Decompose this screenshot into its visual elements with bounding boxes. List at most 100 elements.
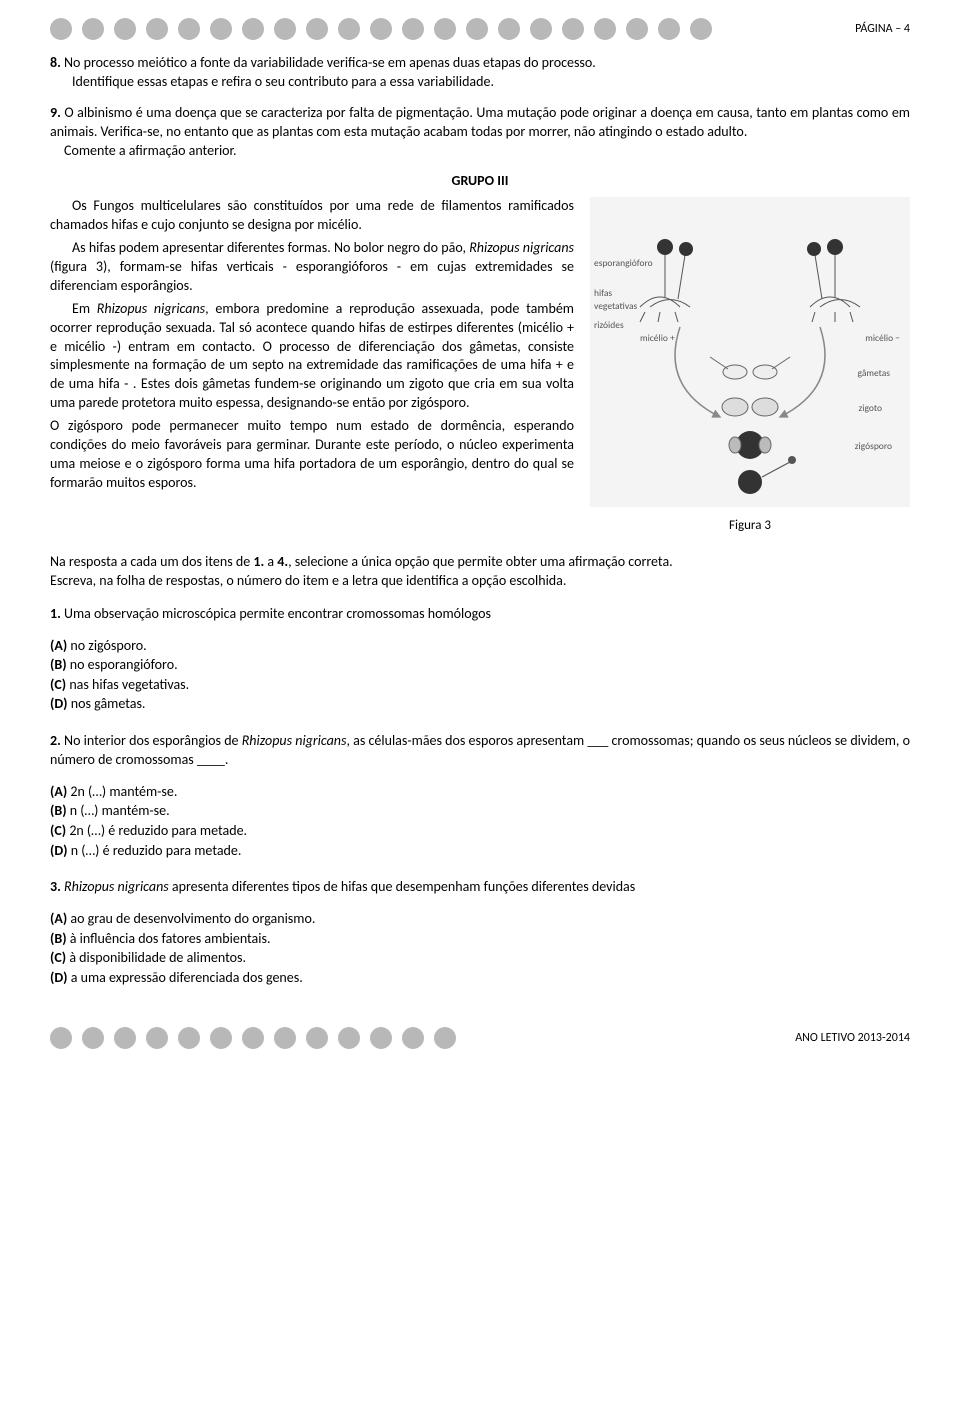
q9-text: O albinismo é uma doença que se caracter… (50, 104, 910, 140)
decorative-dot (306, 18, 328, 40)
header-row: PÁGINA – 4 (50, 18, 910, 40)
mcq-2-opt-a: (A) 2n (…) mantém-se. (50, 782, 910, 802)
decorative-dot (242, 18, 264, 40)
decorative-dot (434, 1027, 456, 1049)
fig-lbl-zigoto: zigoto (859, 402, 882, 415)
g3-p2: As hifas podem apresentar diferentes for… (50, 239, 574, 296)
figure-3-svg (590, 197, 910, 507)
mcq-2-opt-b: (B) n (…) mantém-se. (50, 801, 910, 821)
decorative-dot (658, 18, 680, 40)
figure-3: esporangióforo hifas vegetativas rizóide… (590, 197, 910, 507)
decorative-dot (274, 18, 296, 40)
decorative-dot (178, 18, 200, 40)
mcq-2-opt-a-text: 2n (…) mantém-se. (70, 783, 177, 800)
decorative-dot (114, 18, 136, 40)
footer-dots (50, 1027, 456, 1049)
mcq-1-options: (A) no zigósporo. (B) no esporangióforo.… (50, 636, 910, 714)
mcq-3-opt-d: (D) a uma expressão diferenciada dos gen… (50, 968, 910, 988)
mcq-3-text-b: apresenta diferentes tipos de hifas que … (169, 878, 635, 895)
mcq-3-opt-b-text: à influência dos fatores ambientais. (70, 930, 271, 947)
q9-prompt: Comente a afirmação anterior. (50, 142, 910, 161)
mcq-1-opt-d: (D) nos gâmetas. (50, 694, 910, 714)
mcq-3-opt-c: (C) à disponibilidade de alimentos. (50, 948, 910, 968)
decorative-dot (498, 18, 520, 40)
mcq-2-ital: Rhizopus nigricans (242, 732, 347, 749)
fig-lbl-hifas: hifas vegetativas (594, 287, 637, 313)
decorative-dot (530, 18, 552, 40)
fig-lbl-rizoides: rizóides (594, 319, 624, 332)
decorative-dot (146, 18, 168, 40)
decorative-dot (50, 18, 72, 40)
footer-row: ANO LETIVO 2013-2014 (50, 1027, 910, 1049)
q9-number: 9. (50, 104, 61, 121)
decorative-dot (402, 18, 424, 40)
figure-3-column: esporangióforo hifas vegetativas rizóide… (590, 197, 910, 535)
mcq-3-num: 3. (50, 878, 61, 895)
g3-p3a: Em (72, 300, 97, 317)
mcq-3: 3. Rhizopus nigricans apresenta diferent… (50, 878, 910, 897)
fig-lbl-gametas: gâmetas (858, 367, 890, 380)
decorative-dot (242, 1027, 264, 1049)
mcq-2-text-a: No interior dos esporângios de (64, 732, 242, 749)
question-8: 8. No processo meiótico a fonte da varia… (50, 54, 910, 92)
mcq-3-opt-c-text: à disponibilidade de alimentos. (69, 949, 246, 966)
decorative-dot (370, 1027, 392, 1049)
decorative-dot (402, 1027, 424, 1049)
fig-lbl-micelio-minus: micélio − (865, 332, 900, 345)
decorative-dot (594, 18, 616, 40)
decorative-dot (210, 18, 232, 40)
decorative-dot (146, 1027, 168, 1049)
mcq-2-options: (A) 2n (…) mantém-se. (B) n (…) mantém-s… (50, 782, 910, 860)
figure-3-caption: Figura 3 (590, 517, 910, 535)
decorative-dot (626, 18, 648, 40)
question-9: 9. O albinismo é uma doença que se carac… (50, 104, 910, 161)
g3-p1: Os Fungos multicelulares são constituído… (50, 197, 574, 235)
fig-lbl-micelio-plus: micélio + (640, 332, 675, 345)
mcq-1-opt-a-text: no zigósporo. (70, 637, 146, 654)
decorative-dot (338, 1027, 360, 1049)
mcq-3-ital: Rhizopus nigricans (64, 878, 169, 895)
mcq-3-options: (A) ao grau de desenvolvimento do organi… (50, 909, 910, 987)
mcq-2-opt-b-text: n (…) mantém-se. (70, 802, 170, 819)
decorative-dot (82, 1027, 104, 1049)
g3-p2a: As hifas podem apresentar diferentes for… (72, 239, 469, 256)
decorative-dot (690, 18, 712, 40)
mcq-1-opt-b-text: no esporangióforo. (70, 656, 178, 673)
decorative-dot (210, 1027, 232, 1049)
mcq-1-opt-b: (B) no esporangióforo. (50, 655, 910, 675)
decorative-dot (434, 18, 456, 40)
decorative-dot (274, 1027, 296, 1049)
mcq-1: 1. Uma observação microscópica permite e… (50, 605, 910, 624)
mcq-instructions: Na resposta a cada um dos itens de 1. a … (50, 553, 910, 591)
mcq-2-opt-d: (D) n (…) é reduzido para metade. (50, 841, 910, 861)
decorative-dot (50, 1027, 72, 1049)
g3-p4: O zigósporo pode permanecer muito tempo … (50, 417, 574, 493)
instr-line1: Na resposta a cada um dos itens de 1. a … (50, 553, 910, 572)
q8-line1: No processo meiótico a fonte da variabil… (64, 54, 596, 71)
footer-year: ANO LETIVO 2013-2014 (795, 1030, 910, 1046)
header-dots (50, 18, 712, 40)
q8-number: 8. (50, 54, 61, 71)
mcq-2-num: 2. (50, 732, 61, 749)
mcq-2: 2. No interior dos esporângios de Rhizop… (50, 732, 910, 770)
mcq-1-num: 1. (50, 605, 61, 622)
mcq-1-text: Uma observação microscópica permite enco… (64, 605, 491, 622)
fig-lbl-esporangioforo: esporangióforo (594, 257, 653, 270)
group-3-title: GRUPO III (50, 172, 910, 191)
decorative-dot (466, 18, 488, 40)
mcq-2-opt-c-text: 2n (…) é reduzido para metade. (69, 822, 247, 839)
decorative-dot (338, 18, 360, 40)
mcq-2-opt-d-text: n (…) é reduzido para metade. (71, 842, 242, 859)
mcq-3-opt-b: (B) à influência dos fatores ambientais. (50, 929, 910, 949)
decorative-dot (306, 1027, 328, 1049)
group-3-text: Os Fungos multicelulares são constituído… (50, 197, 574, 496)
mcq-1-opt-d-text: nos gâmetas. (71, 695, 146, 712)
decorative-dot (82, 18, 104, 40)
g3-p3-ital: Rhizopus nigricans (97, 300, 205, 317)
fig-lbl-zigosporo: zigósporo (855, 440, 892, 453)
q8-line2: Identifique essas etapas e refira o seu … (50, 73, 910, 92)
mcq-1-opt-a: (A) no zigósporo. (50, 636, 910, 656)
mcq-2-opt-c: (C) 2n (…) é reduzido para metade. (50, 821, 910, 841)
page-number: PÁGINA – 4 (855, 21, 910, 37)
instr-line2: Escreva, na folha de respostas, o número… (50, 572, 910, 591)
